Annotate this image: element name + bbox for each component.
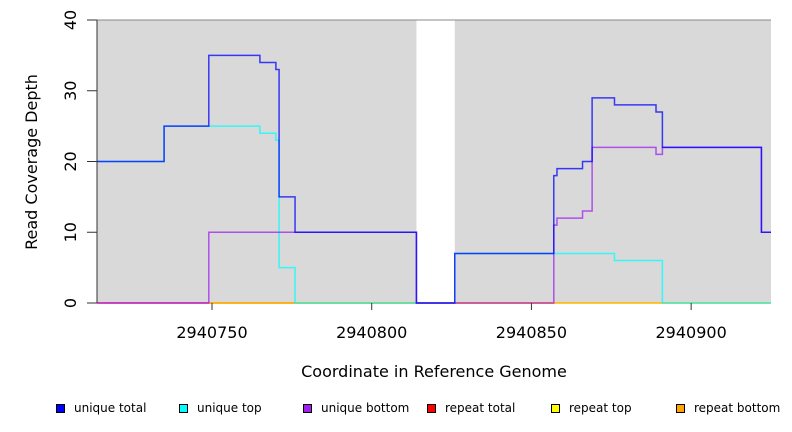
series-unique-top bbox=[97, 125, 771, 304]
x-tick-label: 2940850 bbox=[496, 323, 567, 342]
x-tick-label: 2940900 bbox=[656, 323, 727, 342]
legend-item: unique total bbox=[56, 401, 146, 415]
legend-label: unique total bbox=[74, 401, 147, 415]
y-tick-label: 0 bbox=[61, 298, 80, 308]
legend-swatch bbox=[56, 403, 65, 413]
series-unique-total bbox=[97, 54, 771, 304]
x-tick-label: 2940750 bbox=[176, 323, 247, 342]
shaded-region bbox=[454, 20, 771, 303]
legend-item: repeat total bbox=[427, 401, 515, 415]
legend-label: repeat bottom bbox=[694, 401, 781, 415]
legend-label: unique top bbox=[197, 401, 262, 415]
legend-item: unique bottom bbox=[303, 401, 409, 415]
legend-swatch bbox=[303, 403, 312, 413]
legend-swatch bbox=[676, 403, 685, 413]
legend-swatch bbox=[179, 403, 188, 413]
plot-area: 0 10 20 30 40 2940750 2940800 2940850 2940900 Co… bbox=[22, 10, 771, 381]
legend-item: repeat bottom bbox=[676, 401, 780, 415]
legend-item: unique top bbox=[179, 401, 262, 415]
legend-swatch bbox=[427, 403, 436, 413]
y-axis-label: Read Coverage Depth bbox=[22, 74, 41, 250]
legend: unique total unique top unique bottom repea… bbox=[0, 401, 792, 417]
legend-label: repeat total bbox=[445, 401, 516, 415]
y-tick-label: 40 bbox=[61, 10, 80, 30]
y-tick-label: 10 bbox=[61, 222, 80, 242]
y-tick-label: 30 bbox=[61, 81, 80, 101]
legend-item: repeat top bbox=[551, 401, 632, 415]
legend-label: unique bottom bbox=[321, 401, 410, 415]
x-axis-label: Coordinate in Reference Genome bbox=[301, 362, 567, 381]
x-tick-label: 2940800 bbox=[336, 323, 407, 342]
legend-swatch bbox=[551, 403, 560, 413]
legend-label: repeat top bbox=[569, 401, 632, 415]
y-tick-label: 20 bbox=[61, 151, 80, 171]
